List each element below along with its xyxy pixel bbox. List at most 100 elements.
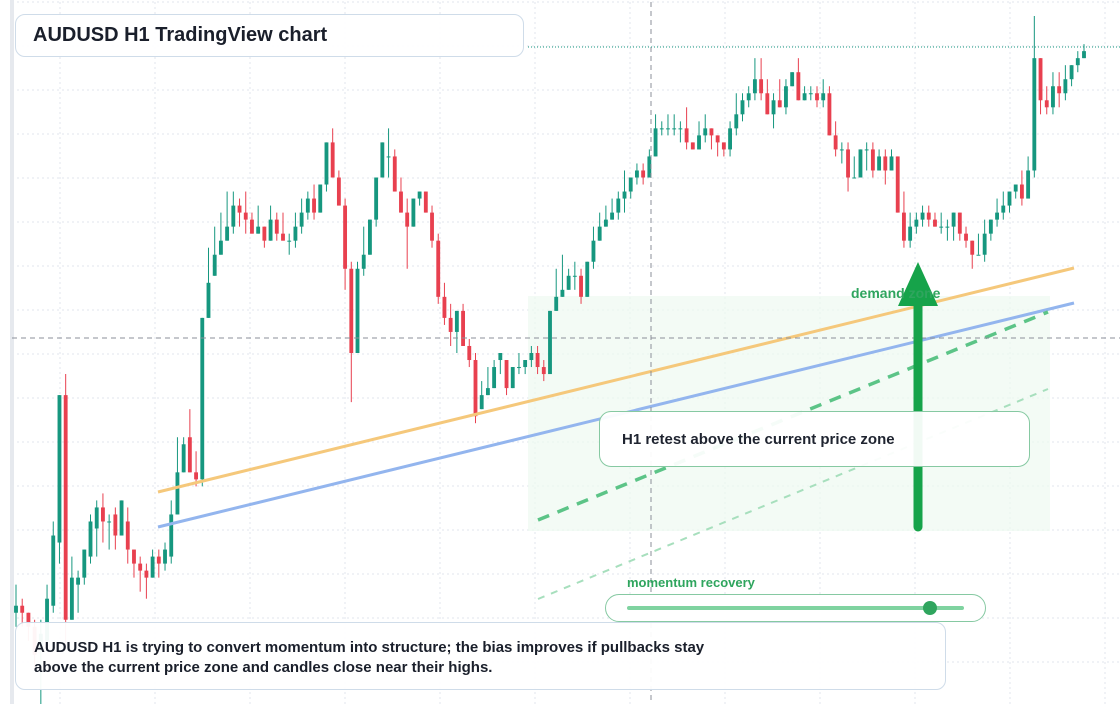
candle-up: [374, 177, 379, 220]
summary-line-2: above the current price zone and candles…: [34, 659, 493, 676]
candle-up: [1063, 79, 1068, 94]
candle-up: [299, 212, 304, 227]
candle-down: [715, 135, 720, 143]
candle-down: [423, 191, 428, 213]
candle-up: [169, 514, 174, 557]
candle-down: [125, 521, 130, 550]
candle-down: [63, 395, 68, 620]
candle-down: [690, 142, 695, 150]
candle-up: [560, 289, 565, 297]
candle-up: [914, 219, 919, 227]
candle-down: [144, 570, 149, 578]
candle-down: [330, 142, 335, 178]
candle-up: [752, 79, 757, 94]
candle-down: [895, 156, 900, 213]
candle-up: [14, 605, 18, 613]
candle-up: [1007, 191, 1012, 206]
candle-up: [728, 128, 732, 150]
candle-down: [765, 93, 770, 115]
demand-zone-label: demand zone: [851, 285, 941, 301]
candle-up: [386, 156, 391, 158]
candle-up: [622, 191, 627, 199]
candle-down: [759, 79, 764, 94]
candle-down: [430, 212, 434, 241]
candle-up: [784, 86, 788, 108]
candle-up: [603, 219, 608, 227]
candle-up: [454, 310, 459, 332]
candle-up: [1026, 170, 1031, 199]
candle-up: [678, 128, 683, 130]
candle-up: [479, 395, 484, 410]
candle-up: [703, 128, 708, 136]
candle-up: [1032, 58, 1037, 171]
candle-down: [504, 360, 509, 389]
momentum-slider[interactable]: [605, 594, 986, 622]
candle-up: [802, 93, 807, 101]
candle-up: [380, 142, 385, 178]
candle-up: [529, 353, 534, 361]
candle-down: [448, 317, 453, 332]
candle-up: [206, 282, 211, 318]
candle-down: [833, 135, 838, 150]
candle-up: [417, 191, 422, 199]
candle-up: [305, 198, 310, 213]
candle-down: [349, 268, 354, 353]
left-axis-strip: [10, 0, 14, 704]
candle-up: [839, 149, 844, 151]
candle-up: [566, 275, 571, 290]
candle-up: [368, 219, 372, 255]
candle-up: [908, 226, 913, 241]
candle-up: [889, 156, 894, 171]
candle-up: [864, 149, 869, 151]
candle-down: [964, 233, 968, 241]
candle-up: [318, 184, 323, 213]
summary-line-1: AUDUSD H1 is trying to convert momentum …: [34, 639, 705, 656]
candle-up: [361, 254, 366, 269]
momentum-label: momentum recovery: [627, 575, 755, 590]
candle-up: [69, 577, 74, 620]
candle-up: [982, 233, 987, 255]
candle-down: [926, 212, 931, 220]
candle-up: [175, 472, 180, 515]
momentum-track-line: [627, 606, 964, 610]
candle-up: [212, 254, 217, 276]
candle-down: [101, 507, 105, 522]
candle-up: [57, 395, 62, 543]
candle-up: [790, 72, 795, 87]
candle-down: [970, 240, 975, 255]
candle-up: [51, 535, 56, 606]
candle-up: [554, 296, 559, 311]
candle-up: [808, 93, 813, 95]
candle-up: [1013, 184, 1018, 192]
candle-up: [287, 240, 292, 242]
candle-down: [399, 191, 403, 213]
candle-down: [579, 275, 583, 297]
candle-up: [107, 521, 112, 523]
momentum-knob[interactable]: [923, 601, 938, 615]
candle-up: [523, 360, 528, 368]
candle-down: [796, 72, 801, 101]
candle-down: [392, 156, 397, 192]
candle-down: [312, 198, 316, 213]
candle-down: [541, 367, 546, 375]
candles: [14, 16, 1086, 704]
candle-up: [821, 93, 826, 101]
candle-down: [535, 353, 540, 368]
candle-up: [485, 388, 490, 396]
candle-up: [498, 353, 503, 361]
candle-down: [957, 212, 962, 234]
candle-down: [1044, 100, 1049, 108]
candle-up: [939, 226, 944, 228]
candle-up: [771, 100, 776, 115]
candle-up: [200, 317, 205, 480]
candle-down: [26, 612, 31, 627]
candle-down: [721, 142, 726, 150]
candle-up: [94, 507, 99, 529]
candle-down: [902, 212, 906, 241]
candle-up: [597, 226, 602, 241]
candle-down: [933, 219, 937, 227]
retest-callout: H1 retest above the current price zone: [599, 411, 1030, 467]
candle-up: [666, 128, 670, 130]
candle-up: [1075, 58, 1080, 66]
candle-up: [82, 549, 87, 578]
